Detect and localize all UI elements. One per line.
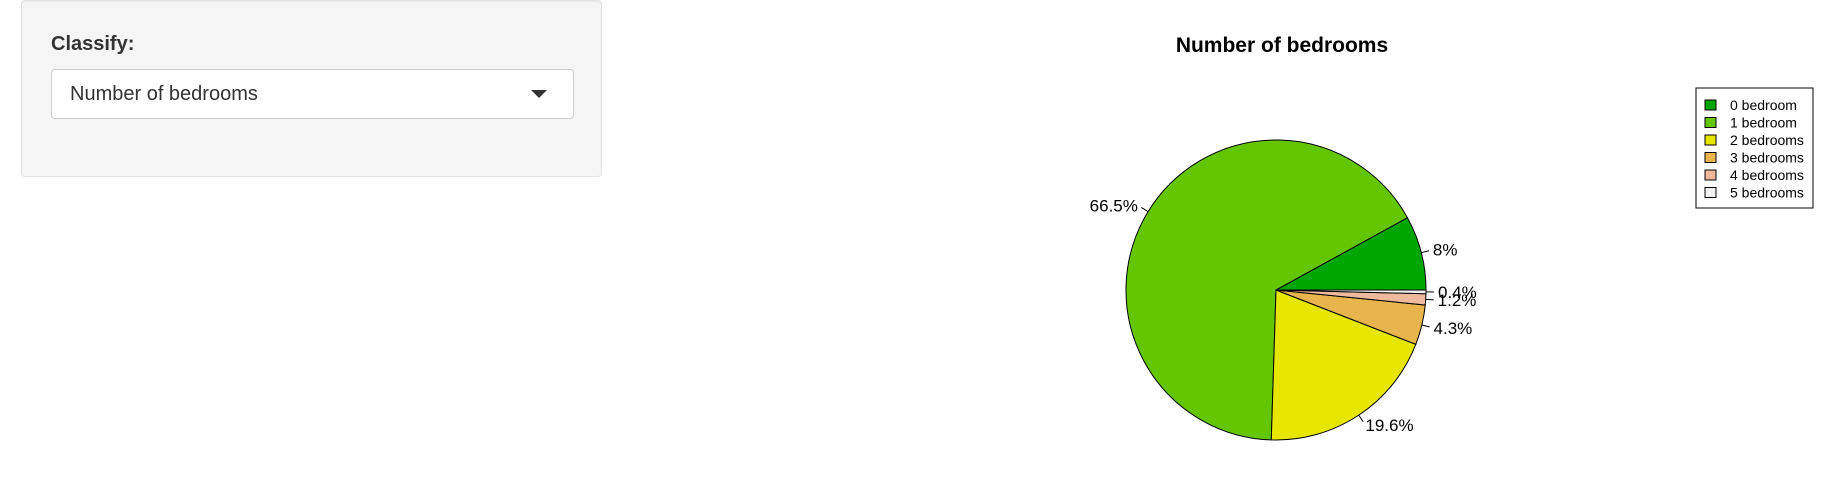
pie-label-1: 66.5%	[1090, 196, 1138, 215]
classify-select[interactable]: Number of bedrooms	[51, 69, 574, 119]
pie-label-4: 1.2%	[1438, 291, 1477, 310]
chart-title: Number of bedrooms	[1176, 34, 1388, 57]
pie-label-0: 8%	[1433, 241, 1458, 260]
pie-slice-1	[1125, 139, 1409, 441]
legend-swatch-5	[1704, 187, 1717, 198]
legend-swatch-1	[1704, 117, 1717, 128]
pie-slice-5	[1275, 289, 1427, 295]
pie-label-tick-4	[1425, 298, 1434, 301]
pie-label-2: 19.6%	[1365, 416, 1413, 435]
pie-label-tick-3	[1421, 324, 1430, 328]
legend-swatch-2	[1704, 134, 1717, 146]
legend-label-4: 4 bedrooms	[1730, 167, 1804, 183]
classify-select-value: Number of bedrooms	[70, 83, 258, 105]
legend-label-2: 2 bedrooms	[1730, 132, 1804, 148]
legend-swatch-3	[1704, 152, 1717, 163]
legend-label-0: 0 bedroom	[1730, 97, 1797, 113]
legend-label-1: 1 bedroom	[1730, 115, 1797, 131]
pie-slice-2	[1270, 289, 1417, 441]
pie-label-tick-1	[1141, 207, 1149, 213]
legend-label-5: 5 bedrooms	[1730, 185, 1804, 201]
pie-label-3: 4.3%	[1434, 319, 1473, 338]
sidebar-panel: Classify: Number of bedrooms	[21, 0, 602, 177]
pie-label-tick-0	[1421, 250, 1430, 254]
chevron-down-icon[interactable]	[531, 90, 547, 98]
pie-label-5: 0.4%	[1438, 283, 1477, 302]
pie-label-tick-2	[1358, 414, 1364, 423]
legend-swatch-4	[1704, 169, 1717, 181]
legend-label-3: 3 bedrooms	[1730, 150, 1804, 166]
classify-label: Classify:	[51, 33, 135, 55]
legend-swatch-0	[1704, 99, 1717, 111]
